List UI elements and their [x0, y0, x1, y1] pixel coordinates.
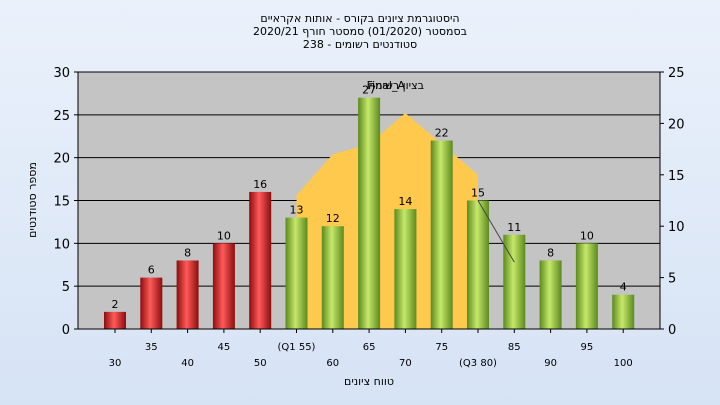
bar	[467, 200, 489, 329]
bar-value-label: 4	[620, 281, 627, 294]
y-tick-label: 0	[62, 323, 70, 338]
x-tick-label: 90	[544, 358, 557, 369]
chart-title-line-1: היסטוגרמת ציונים בקורס - אותות אקראיים	[260, 12, 459, 25]
x-tick-label: 70	[399, 358, 412, 369]
y-tick-label: 25	[53, 109, 70, 124]
x-tick-label: 100	[614, 358, 633, 369]
bar-value-label: 11	[507, 221, 521, 234]
x-tick-label: (Q1 55)	[278, 342, 316, 353]
bar-value-label: 14	[398, 195, 412, 208]
x-tick-label: 65	[363, 342, 376, 353]
y2-tick-label: 5	[668, 272, 676, 287]
bar-value-label: 12	[326, 212, 340, 225]
bar-value-label: 15	[471, 187, 485, 200]
area-series-label-2: בציון רשימה	[368, 79, 424, 92]
bar-value-label: 27	[362, 84, 376, 97]
x-tick-label: (Q3 80)	[459, 358, 497, 369]
bar-value-label: 22	[435, 127, 449, 140]
chart-title-line-3: סטודנטים רשומים - 238	[303, 38, 417, 51]
bar	[176, 260, 199, 329]
bar	[104, 311, 126, 329]
chart-title-line-2: בסמסטר (01/2020) סמסטר חורף 2020/21	[253, 25, 467, 38]
bar	[394, 209, 417, 329]
bar	[321, 226, 344, 329]
line-polyline	[477, 200, 515, 263]
y-tick-label: 10	[53, 237, 70, 252]
y2-tick-label: 15	[668, 169, 685, 184]
bar	[612, 294, 635, 329]
bar	[358, 97, 381, 329]
bar-value-label: 10	[580, 229, 594, 242]
area-series-label: Final_A	[367, 79, 406, 92]
secondary-y-axis: 0 5 10 15 20 25	[659, 66, 685, 338]
y-tick-label: 5	[62, 280, 70, 295]
y-tick-label: 20	[53, 152, 70, 167]
bar	[430, 140, 453, 329]
x-tick-label: 95	[581, 342, 594, 353]
bar-value-label: 6	[148, 264, 155, 277]
line-series	[477, 200, 515, 263]
x-tick-label: 50	[254, 358, 267, 369]
bar	[249, 191, 272, 329]
y2-tick-label: 25	[668, 66, 685, 81]
bar	[140, 277, 163, 329]
bar	[285, 217, 308, 329]
y2-tick-label: 20	[668, 117, 685, 132]
bar	[575, 243, 598, 329]
bar	[212, 243, 235, 329]
y-tick-label: 15	[53, 195, 70, 210]
x-axis-label: טווח ציונים	[344, 375, 394, 388]
y-axis-label: מספר סטודנטים	[26, 162, 39, 238]
bar-value-label: 16	[253, 178, 267, 191]
x-tick-label: 35	[145, 342, 158, 353]
bar	[503, 234, 526, 329]
y-axis: 0 5 10 15 20 25 30	[53, 66, 79, 338]
bar	[539, 260, 562, 329]
bar-value-label: 10	[217, 229, 231, 242]
y2-tick-label: 10	[668, 220, 685, 235]
x-tick-label: 45	[218, 342, 231, 353]
x-axis: 30 35 40 45 50 (Q1 55) 60 65 70 75 (Q3 80) 85 90 95 10…	[78, 328, 660, 369]
x-tick-label: 40	[181, 358, 194, 369]
data-labels: 2 6 8 10 16 13 12 27 14 22 15 11 8 10 4	[112, 84, 627, 311]
bar-value-label: 13	[290, 204, 304, 217]
bar-value-label: 8	[184, 246, 191, 259]
x-tick-label: 60	[326, 358, 339, 369]
bar-value-label: 2	[112, 298, 119, 311]
x-tick-label: 85	[508, 342, 521, 353]
bars	[104, 97, 635, 329]
y-tick-label: 30	[53, 66, 70, 81]
x-tick-label: 75	[435, 342, 448, 353]
bar-value-label: 8	[547, 246, 554, 259]
y2-tick-label: 0	[668, 323, 676, 338]
x-tick-label: 30	[109, 358, 122, 369]
